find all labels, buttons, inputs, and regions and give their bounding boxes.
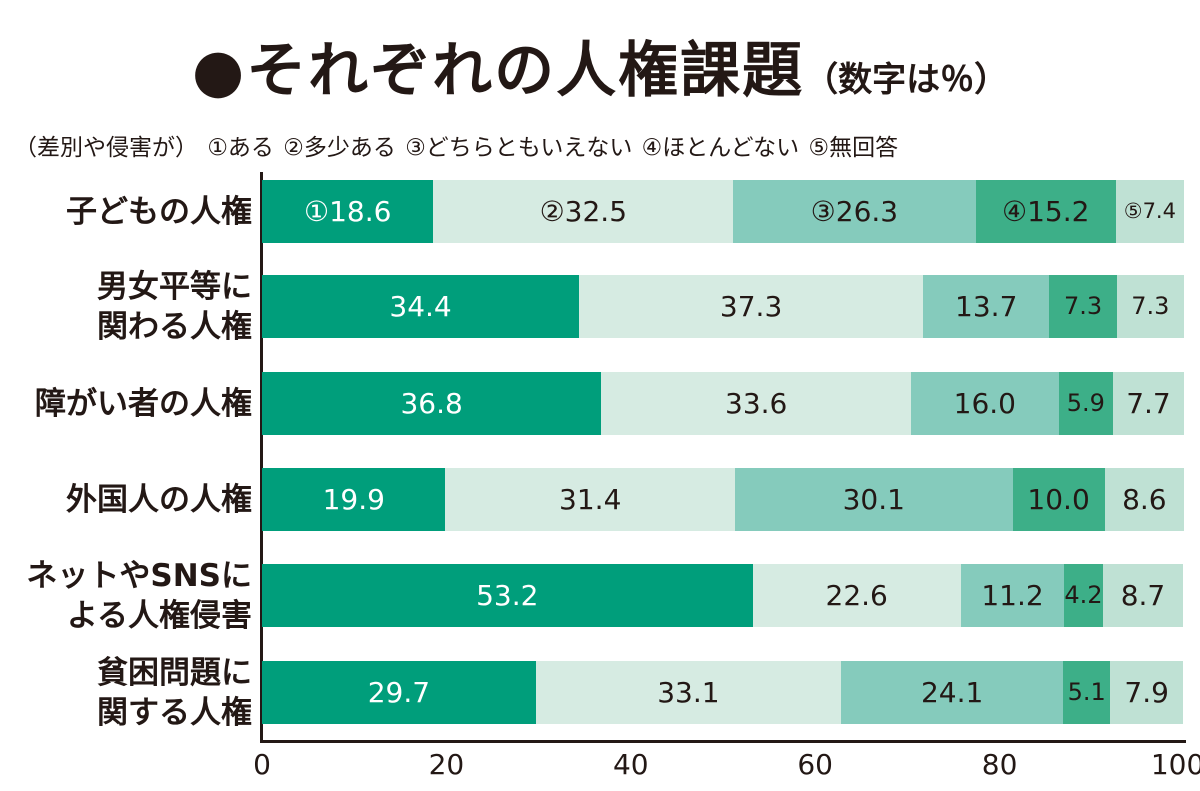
data-label: 53.2 (476, 579, 539, 612)
data-label: ③26.3 (810, 195, 899, 228)
category-label: 障がい者の人権 (0, 384, 252, 424)
bar-segment (1113, 372, 1184, 435)
bar-segment (841, 661, 1064, 724)
data-label: 24.1 (920, 676, 984, 709)
category-label-line: 関わる人権 (97, 308, 252, 345)
data-label: 7.3 (1063, 292, 1103, 320)
bar-segment (1104, 468, 1184, 531)
legend: （差別や侵害が） ①ある ②多少ある ③どちらともいえない ④ほとんどない ⑤無… (14, 128, 900, 162)
data-label: 34.4 (389, 290, 452, 323)
bar-segment (579, 275, 924, 338)
legend-item-dochiratomo: ③どちらともいえない (405, 135, 633, 161)
bar-segment (1064, 564, 1103, 627)
data-label: 11.2 (981, 579, 1044, 612)
category-label: 貧困問題に 関する人権 (0, 653, 252, 733)
y-axis-line (260, 172, 263, 742)
x-axis-line (260, 740, 1186, 743)
data-label: ④15.2 (1001, 195, 1090, 228)
data-label: ⑤7.4 (1123, 199, 1176, 223)
bar-segment (262, 275, 580, 338)
data-label: 29.7 (367, 676, 431, 709)
category-label-line: 障がい者の人権 (35, 385, 252, 422)
x-tick-label: 100 (1150, 748, 1200, 781)
bar-segment (1110, 661, 1184, 724)
bar-segment (1063, 661, 1111, 724)
bar-segment (262, 372, 602, 435)
bar-segment (1049, 275, 1117, 338)
data-label: 30.1 (842, 483, 905, 516)
bar-segment (1012, 468, 1105, 531)
bar-segment (752, 564, 961, 627)
category-label: 外国人の人権 (0, 480, 252, 520)
bar-segment (535, 661, 841, 724)
bar-segment (733, 180, 976, 243)
bar-segment (911, 372, 1059, 435)
bar-segment (1115, 180, 1184, 243)
bar-segment (433, 180, 734, 243)
category-label: 男女平等に 関わる人権 (0, 267, 252, 347)
bar-segment (1058, 372, 1113, 435)
data-label: ②32.5 (539, 195, 628, 228)
legend-item-mukaitou: ⑤無回答 (808, 135, 899, 161)
data-label: 8.7 (1120, 579, 1166, 612)
x-tick-label: 60 (797, 748, 834, 781)
legend-item-tashou-aru: ②多少ある (283, 135, 396, 161)
data-label: 8.6 (1122, 483, 1167, 516)
bar-segment (262, 468, 446, 531)
data-label: 31.4 (559, 483, 622, 516)
data-label: 10.0 (1027, 483, 1090, 516)
bar-segment (601, 372, 912, 435)
bar-segment (1116, 275, 1184, 338)
category-label-line: ネットやSNSに (26, 557, 252, 594)
data-label: 33.1 (657, 676, 720, 709)
x-tick-label: 0 (253, 748, 271, 781)
category-label: ネットやSNSに よる人権侵害 (0, 556, 252, 636)
x-tick-label: 80 (981, 748, 1018, 781)
x-tick-label: 40 (612, 748, 649, 781)
legend-prefix: （差別や侵害が） (14, 135, 198, 161)
bar-segment (445, 468, 735, 531)
data-label: ①18.6 (304, 195, 392, 228)
bar-segment (262, 661, 536, 724)
category-label-line: 子どもの人権 (66, 193, 252, 230)
category-label-line: 貧困問題に (97, 654, 252, 691)
bar-segment (923, 275, 1050, 338)
bar-segment (960, 564, 1065, 627)
chart-title-main: ●それぞれの人権課題 (191, 36, 805, 106)
data-label: 33.6 (725, 387, 788, 420)
data-label: 5.1 (1067, 678, 1106, 706)
legend-item-hotondo-nai: ④ほとんどない (641, 135, 800, 161)
data-label: 16.0 (953, 387, 1016, 420)
data-label: 22.6 (825, 579, 888, 612)
data-label: 7.7 (1126, 387, 1171, 420)
chart-title-unit: （数字は％） (804, 60, 1009, 100)
bar-segment (262, 180, 434, 243)
bar-segment (975, 180, 1116, 243)
category-label: 子どもの人権 (0, 192, 252, 232)
data-label: 19.9 (322, 483, 385, 516)
bar-segment (1102, 564, 1184, 627)
data-label: 13.7 (955, 290, 1018, 323)
category-label-line: 外国人の人権 (66, 481, 252, 518)
category-label-line: 関する人権 (97, 694, 252, 731)
data-label: 37.3 (719, 290, 783, 323)
data-label: 7.3 (1131, 292, 1170, 320)
x-tick-label: 20 (428, 748, 465, 781)
category-label-line: よる人権侵害 (66, 597, 252, 634)
bar-segment (262, 564, 753, 627)
bar-segment (734, 468, 1013, 531)
legend-item-aru: ①ある (207, 135, 274, 161)
category-label-line: 男女平等に (97, 268, 252, 305)
data-label: 5.9 (1066, 389, 1105, 417)
data-label: 36.8 (400, 387, 463, 420)
data-label: 7.9 (1124, 676, 1169, 709)
data-label: 4.2 (1064, 581, 1103, 609)
chart-title: ●それぞれの人権課題（数字は％） (0, 22, 1200, 109)
